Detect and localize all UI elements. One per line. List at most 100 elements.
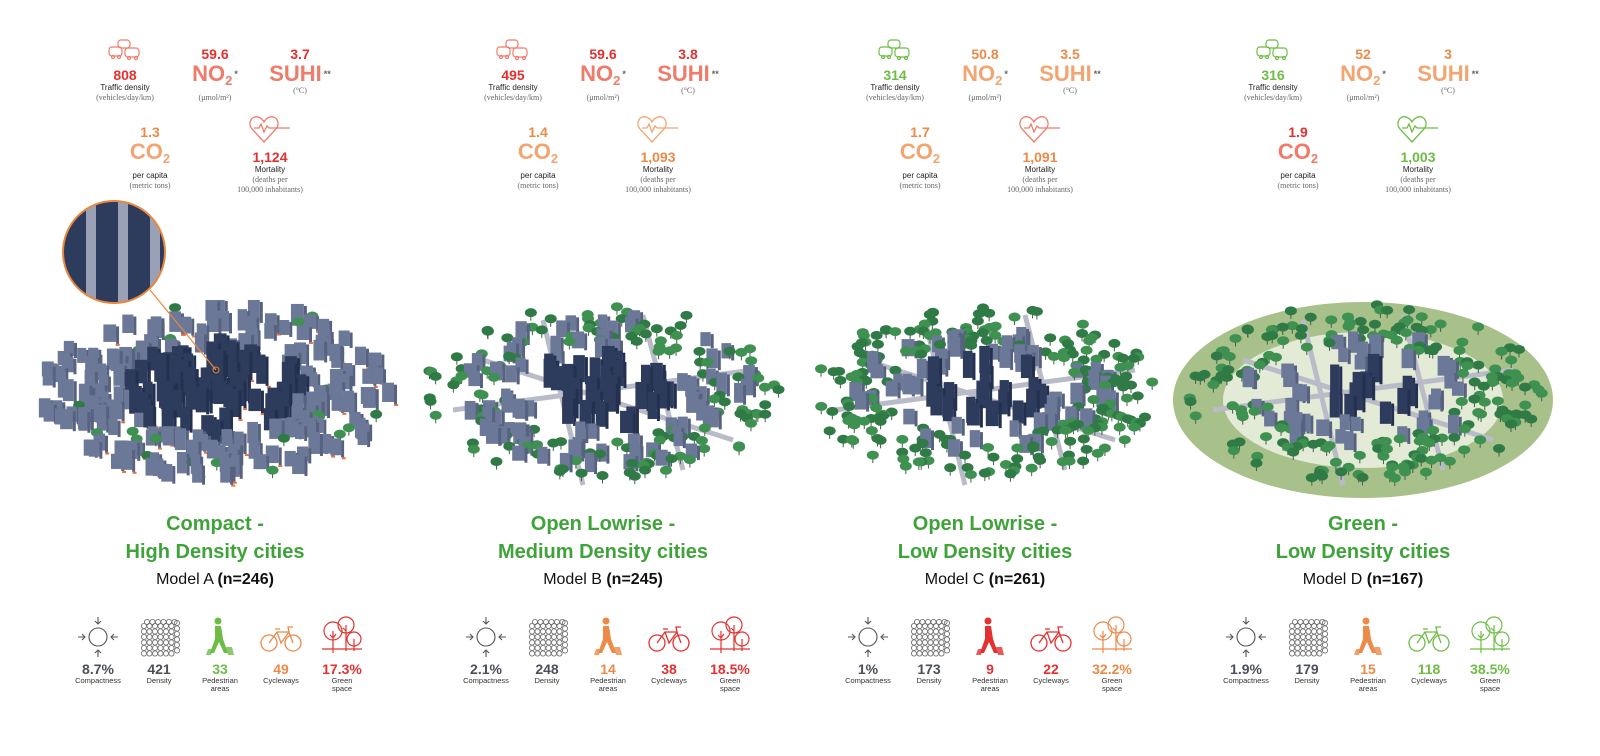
trees-icon	[1090, 615, 1134, 659]
trees-icon	[320, 615, 364, 659]
indicator-compactness: 1.9% Compactness	[1216, 615, 1276, 685]
suhi-value: 3	[1444, 46, 1452, 62]
mortality-metric: 1,124 Mortality (deaths per 100,000 inha…	[215, 114, 325, 195]
city-model-illustration	[1168, 300, 1558, 500]
model-title: Compact - High Density cities	[125, 513, 305, 563]
indicator-pedestrian: 15 Pedestrian areas	[1338, 615, 1398, 693]
heart-icon	[1363, 114, 1473, 149]
suhi-unit: (°C)	[1063, 86, 1077, 95]
no2-metric: 50.8 NO2 * (μmol/m²)	[950, 46, 1020, 103]
mortality-metric: 1,003 Mortality (deaths per 100,000 inha…	[1363, 114, 1473, 195]
model-subtitle: Model C (n=261)	[924, 571, 1046, 588]
co2-label: CO	[899, 139, 933, 164]
suhi-unit: (°C)	[681, 86, 695, 95]
indicator-pedestrian: 33 Pedestrian areas	[190, 615, 250, 693]
no2-value: 50.8	[971, 46, 999, 62]
traffic-density-metric: 314 Traffic density (vehicles/day/km)	[850, 38, 940, 103]
compactness-icon	[846, 615, 890, 659]
heart-icon	[215, 114, 325, 149]
indicator-density: 421 Density	[129, 615, 189, 685]
mortality-metric: 1,093 Mortality (deaths per 100,000 inha…	[603, 114, 713, 195]
zoom-inset-circle	[62, 200, 166, 304]
model-subtitle: Model A (n=246)	[156, 571, 274, 588]
compactness-icon	[76, 615, 120, 659]
indicator-green-space: 32.2% Green space	[1082, 615, 1142, 693]
model-subtitle: Model B (n=245)	[543, 571, 663, 588]
suhi-value: 3.7	[290, 46, 310, 62]
indicator-compactness: 1% Compactness	[838, 615, 898, 685]
indicator-compactness: 8.7% Compactness	[68, 615, 128, 685]
model-title: Green - Low Density cities	[1275, 513, 1451, 563]
indicator-density: 173 Density	[899, 615, 959, 685]
mortality-value: 1,003	[1400, 149, 1436, 165]
indicator-density: 179 Density	[1277, 615, 1337, 685]
traffic-value: 314	[883, 67, 907, 83]
traffic-unit: (vehicles/day/km)	[866, 93, 924, 102]
no2-label: NO	[1340, 61, 1374, 86]
indicator-cycleways: 22 Cycleways	[1021, 615, 1081, 685]
co2-metric: 1.4 CO2 per capita (metric tons)	[503, 124, 573, 191]
model-panel-b: 495 Traffic density (vehicles/day/km) 59…	[408, 0, 798, 756]
mortality-value: 1,124	[252, 149, 288, 165]
bicycle-icon	[647, 615, 691, 659]
co2-value: 1.4	[528, 124, 548, 140]
suhi-unit: (°C)	[293, 86, 307, 95]
suhi-metric: 3.7 SUHI ** (°C)	[260, 46, 340, 96]
suhi-value: 3.5	[1060, 46, 1080, 62]
mortality-value: 1,093	[640, 149, 676, 165]
compactness-icon	[1224, 615, 1268, 659]
traffic-density-metric: 495 Traffic density (vehicles/day/km)	[468, 38, 558, 103]
indicator-cycleways: 49 Cycleways	[251, 615, 311, 685]
traffic-unit: (vehicles/day/km)	[1244, 93, 1302, 102]
co2-value: 1.9	[1288, 124, 1308, 140]
suhi-label: SUHI	[1039, 61, 1092, 86]
inset-pointer-line	[149, 289, 220, 374]
traffic-label: Traffic density	[870, 83, 920, 92]
mortality-metric: 1,091 Mortality (deaths per 100,000 inha…	[985, 114, 1095, 195]
co2-label: CO	[1277, 139, 1311, 164]
model-title: Open Lowrise - Low Density cities	[897, 513, 1073, 563]
trees-icon	[1468, 615, 1512, 659]
traffic-unit: (vehicles/day/km)	[96, 93, 154, 102]
indicator-green-space: 17.3% Green space	[312, 615, 372, 693]
no2-metric: 59.6 NO2 * (μmol/m²)	[568, 46, 638, 103]
co2-label: CO	[517, 139, 551, 164]
no2-metric: 59.6 NO2 * (μmol/m²)	[180, 46, 250, 103]
suhi-metric: 3 SUHI ** (°C)	[1408, 46, 1488, 96]
bicycle-icon	[259, 615, 303, 659]
car-icon	[80, 38, 170, 67]
suhi-label: SUHI	[1417, 61, 1470, 86]
heart-icon	[603, 114, 713, 149]
no2-unit: (μmol/m²)	[968, 93, 1002, 102]
indicator-cycleways: 118 Cycleways	[1399, 615, 1459, 685]
no2-value: 59.6	[201, 46, 229, 62]
bicycle-icon	[1407, 615, 1451, 659]
indicator-green-space: 18.5% Green space	[700, 615, 760, 693]
pedestrian-icon	[198, 615, 242, 659]
co2-label: CO	[129, 139, 163, 164]
no2-label: NO	[192, 61, 226, 86]
traffic-value: 316	[1261, 67, 1285, 83]
no2-value: 59.6	[589, 46, 617, 62]
co2-value: 1.7	[910, 124, 930, 140]
model-title: Open Lowrise - Medium Density cities	[497, 513, 709, 563]
car-icon	[1228, 38, 1318, 67]
suhi-metric: 3.5 SUHI ** (°C)	[1030, 46, 1110, 96]
density-cube-icon	[907, 615, 951, 659]
suhi-metric: 3.8 SUHI ** (°C)	[648, 46, 728, 96]
pedestrian-icon	[586, 615, 630, 659]
no2-value: 52	[1355, 46, 1371, 62]
indicator-pedestrian: 14 Pedestrian areas	[578, 615, 638, 693]
compactness-icon	[464, 615, 508, 659]
city-model-illustration	[20, 299, 410, 500]
suhi-value: 3.8	[678, 46, 698, 62]
indicator-density: 248 Density	[517, 615, 577, 685]
traffic-unit: (vehicles/day/km)	[484, 93, 542, 102]
traffic-label: Traffic density	[1248, 83, 1298, 92]
no2-label: NO	[580, 61, 614, 86]
traffic-value: 808	[113, 67, 137, 83]
pedestrian-icon	[968, 615, 1012, 659]
trees-icon	[708, 615, 752, 659]
co2-value: 1.3	[140, 124, 160, 140]
suhi-label: SUHI	[657, 61, 710, 86]
